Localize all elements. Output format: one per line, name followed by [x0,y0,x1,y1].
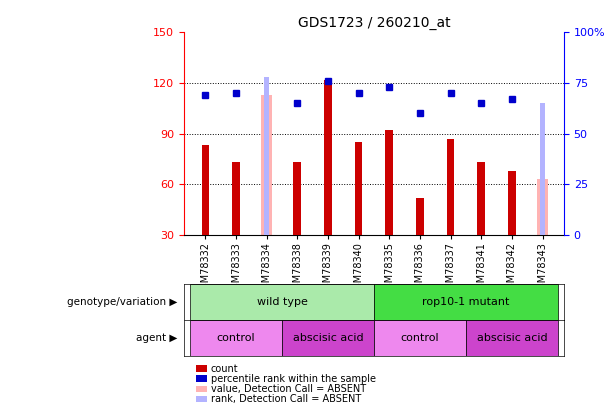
Bar [508,171,516,235]
Bar [190,284,374,320]
Bar [261,95,272,235]
Text: wild type: wild type [257,297,307,307]
Bar [324,80,332,235]
Title: GDS1723 / 260210_at: GDS1723 / 260210_at [298,16,450,30]
Text: abscisic acid: abscisic acid [476,333,547,343]
Bar [416,198,424,235]
Bar [282,320,374,356]
Text: value, Detection Call = ABSENT: value, Detection Call = ABSENT [211,384,366,394]
Bar [540,103,546,235]
Bar [294,162,301,235]
Bar [466,320,558,356]
Bar [537,179,548,235]
Bar [447,139,454,235]
Text: agent ▶: agent ▶ [137,333,178,343]
Bar [374,320,466,356]
Text: control: control [216,333,256,343]
Bar [355,142,362,235]
Bar [232,162,240,235]
Text: genotype/variation ▶: genotype/variation ▶ [67,297,178,307]
Bar [264,77,270,235]
Text: count: count [211,364,238,373]
Text: percentile rank within the sample: percentile rank within the sample [211,374,376,384]
Bar [386,130,393,235]
Text: control: control [400,333,440,343]
Text: rop10-1 mutant: rop10-1 mutant [422,297,509,307]
Bar [190,320,282,356]
Text: rank, Detection Call = ABSENT: rank, Detection Call = ABSENT [211,394,361,404]
Text: abscisic acid: abscisic acid [292,333,364,343]
Bar [478,162,485,235]
Bar [202,145,209,235]
Bar [374,284,558,320]
